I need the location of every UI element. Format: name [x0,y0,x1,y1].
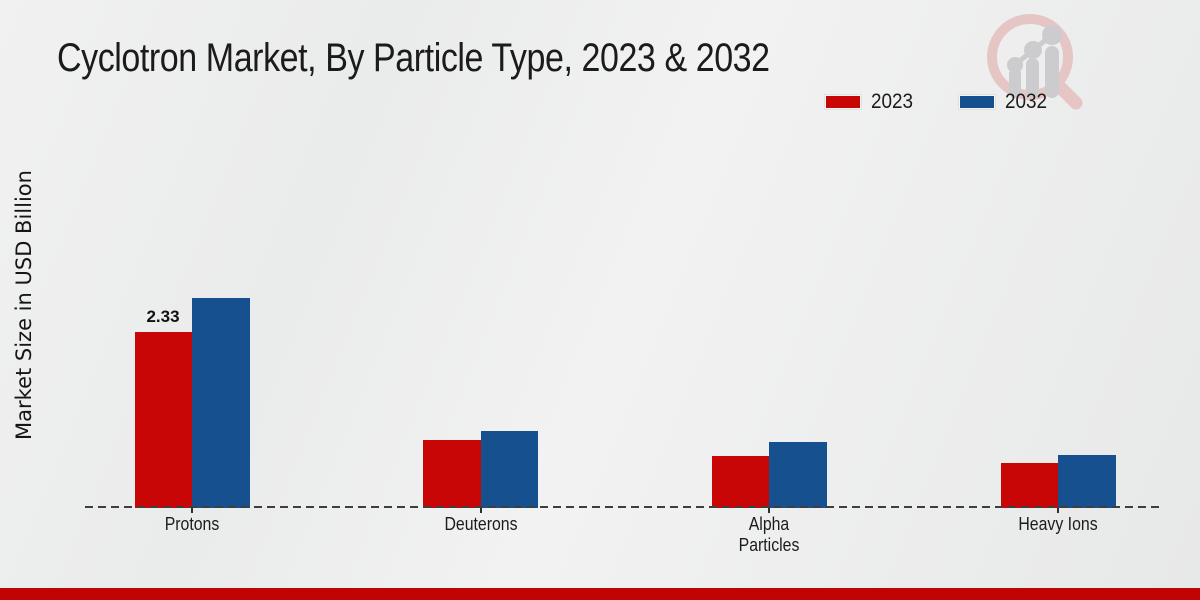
bar-2032-heavy-ions [1058,455,1116,508]
bar-2023-protons [134,332,192,508]
legend-label: 2032 [1005,90,1048,113]
x-axis-tick [191,508,193,513]
category-label-heavy-ions: Heavy Ions [1018,514,1098,534]
bar-2023-alpha-particles [711,455,770,508]
legend-swatch-2032 [959,95,996,109]
legend-label: 2023 [870,90,913,113]
brand-logo [972,2,1094,124]
x-axis-tick [768,508,771,513]
bar-2032-deuterons [480,430,539,508]
x-axis-baseline [85,506,1163,508]
bar-2032-alpha-particles [769,442,827,508]
x-axis-tick [1057,508,1060,513]
bar-2023-deuterons [423,440,481,508]
x-axis-tick [479,508,482,513]
bar-2023-heavy-ions [1000,462,1059,508]
legend: 2023 2032 [824,90,1052,114]
category-label-protons: Protons [164,514,220,534]
bottom-accent-bar [0,588,1200,600]
category-label-deuterons: Deuterons [444,514,518,534]
legend-swatch-2023 [824,95,861,109]
category-label-alpha-particles: Alpha Particles [739,514,800,556]
legend-item-2023: 2023 [824,90,918,114]
data-label: 2.33 [146,307,180,327]
chart-title: Cyclotron Market, By Particle Type, 2023… [57,36,770,80]
magnifier-bar-chart-icon [987,14,1083,110]
legend-item-2032: 2032 [959,90,1052,114]
bar-2032-protons [192,298,250,508]
